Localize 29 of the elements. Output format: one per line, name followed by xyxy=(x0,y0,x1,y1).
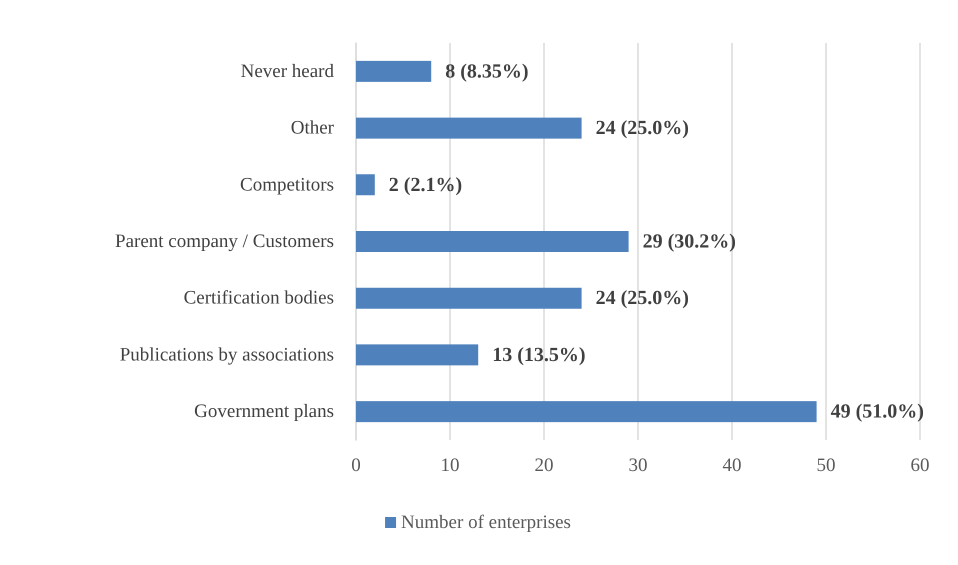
y-tick-label: Competitors xyxy=(240,174,334,196)
data-label: 2 (2.1%) xyxy=(388,174,462,196)
data-label: 49 (51.0%) xyxy=(830,400,924,423)
x-tick-label: 30 xyxy=(628,455,648,476)
y-tick-label: Parent company / Customers xyxy=(115,231,334,252)
x-tick-label: 50 xyxy=(816,455,836,476)
bar xyxy=(356,401,817,422)
data-label: 24 (25.0%) xyxy=(596,117,689,140)
y-tick-label: Other xyxy=(290,118,335,139)
y-tick-label: Publications by associations xyxy=(120,344,334,366)
bar xyxy=(356,60,432,82)
x-tick-label: 40 xyxy=(722,455,742,476)
y-tick-label: Never heard xyxy=(240,60,334,82)
bar xyxy=(356,231,629,252)
legend-label: Number of enterprises xyxy=(401,512,571,533)
x-tick-label: 10 xyxy=(440,455,460,476)
y-tick-label: Certification bodies xyxy=(184,288,334,309)
x-tick-label: 20 xyxy=(534,455,554,476)
bar xyxy=(356,174,375,196)
bar xyxy=(356,288,582,309)
data-label: 24 (25.0%) xyxy=(596,287,689,310)
data-label: 13 (13.5%) xyxy=(492,344,586,366)
bar xyxy=(356,118,582,139)
data-label: 29 (30.2%) xyxy=(642,230,736,252)
y-tick-label: Government plans xyxy=(194,401,334,422)
x-tick-label: 0 xyxy=(351,455,361,476)
data-label: 8 (8.35%) xyxy=(445,60,529,82)
x-tick-label: 60 xyxy=(910,455,930,476)
bar xyxy=(356,344,478,366)
